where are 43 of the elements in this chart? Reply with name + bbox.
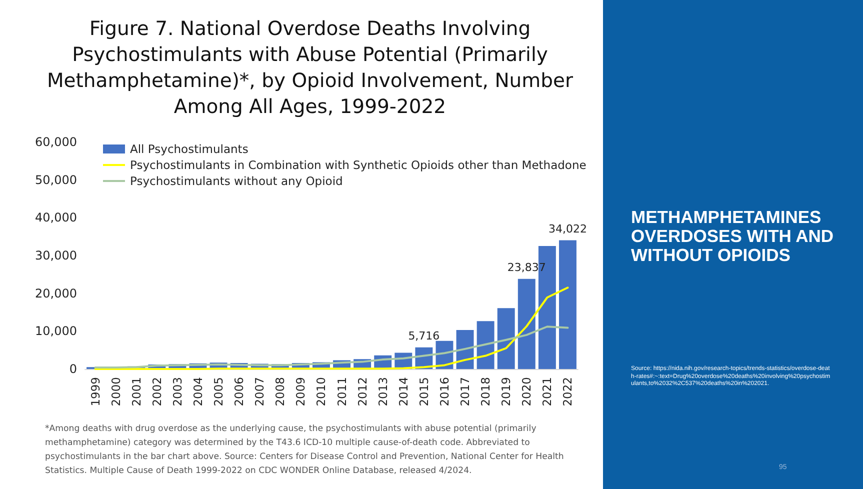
x-tick-label: 2003 [170,377,184,406]
x-tick-label: 2022 [560,377,575,406]
x-tick-label: 2018 [478,377,493,406]
y-tick-label: 30,000 [35,248,77,262]
x-tick-label: 2013 [376,377,390,406]
bar [497,308,515,369]
bar [559,240,576,369]
text: METHAMPHETAMINES OVERDOSES WITH AND WITHOUT OPIOIDS [631,207,835,265]
y-tick-label: 0 [69,362,77,376]
text: *Among deaths with drug overdose as the underlying cause, the psychostimulants with abuse potential (primarily methamphetamine) category was determined by the T43.6 ICD-10 multiple cause-of-death code. Abbreviated to psychostimulants in the bar chart above. Source: Centers for Disease Control and Prevention, National Center for Health Statistics. Multiple Cause of Death 1999-2022 on CDC WONDER Online Database, released 4/2024. [45,423,565,478]
legend-label: All Psychostimulants [130,142,248,156]
x-tick-label: 2021 [540,377,554,406]
x-tick-label: 2011 [334,377,349,406]
legend-label: Psychostimulants without any Opioid [130,174,343,188]
x-tick-label: 2004 [190,377,205,406]
y-tick-label: 10,000 [35,324,77,338]
y-tick-label: 20,000 [35,286,77,300]
bar [476,321,494,369]
x-tick-label: 1999 [88,377,102,406]
legend-label: Psychostimulants in Combination with Synthetic Opioids other than Methadone [130,158,586,172]
y-tick-label: 40,000 [35,210,77,225]
x-tick-label: 2019 [499,377,514,406]
chart-title: Figure 7. National Overdose Deaths Involving Psychostimulants with Abuse Potential (Primarily Methamphetamine)*, by Opioid Involvement, Number Among All Ages, 1999-2022 [46,16,574,120]
y-tick-label: 50,000 [35,172,77,187]
x-tick-label: 2016 [437,377,452,406]
x-tick-label: 2015 [416,377,431,406]
y-tick-label: 60,000 [35,135,77,149]
x-tick-label: 2020 [520,377,534,406]
x-tick-label: 2000 [108,377,123,406]
x-tick-label: 2009 [294,377,308,406]
x-tick-label: 2005 [212,377,226,406]
bar [518,278,536,369]
x-tick-label: 2014 [396,377,410,406]
x-tick-label: 2001 [129,377,144,406]
data-label: 5,716 [408,329,440,342]
x-tick-label: 2008 [273,377,288,406]
x-tick-label: 2010 [314,377,328,406]
x-tick-label: 2007 [252,377,267,406]
x-tick-label: 2012 [355,377,370,406]
x-tick-label: 2002 [150,377,164,406]
x-tick-label: 2017 [458,377,472,406]
data-label: 34,022 [548,222,587,236]
x-tick-label: 2006 [232,377,246,406]
